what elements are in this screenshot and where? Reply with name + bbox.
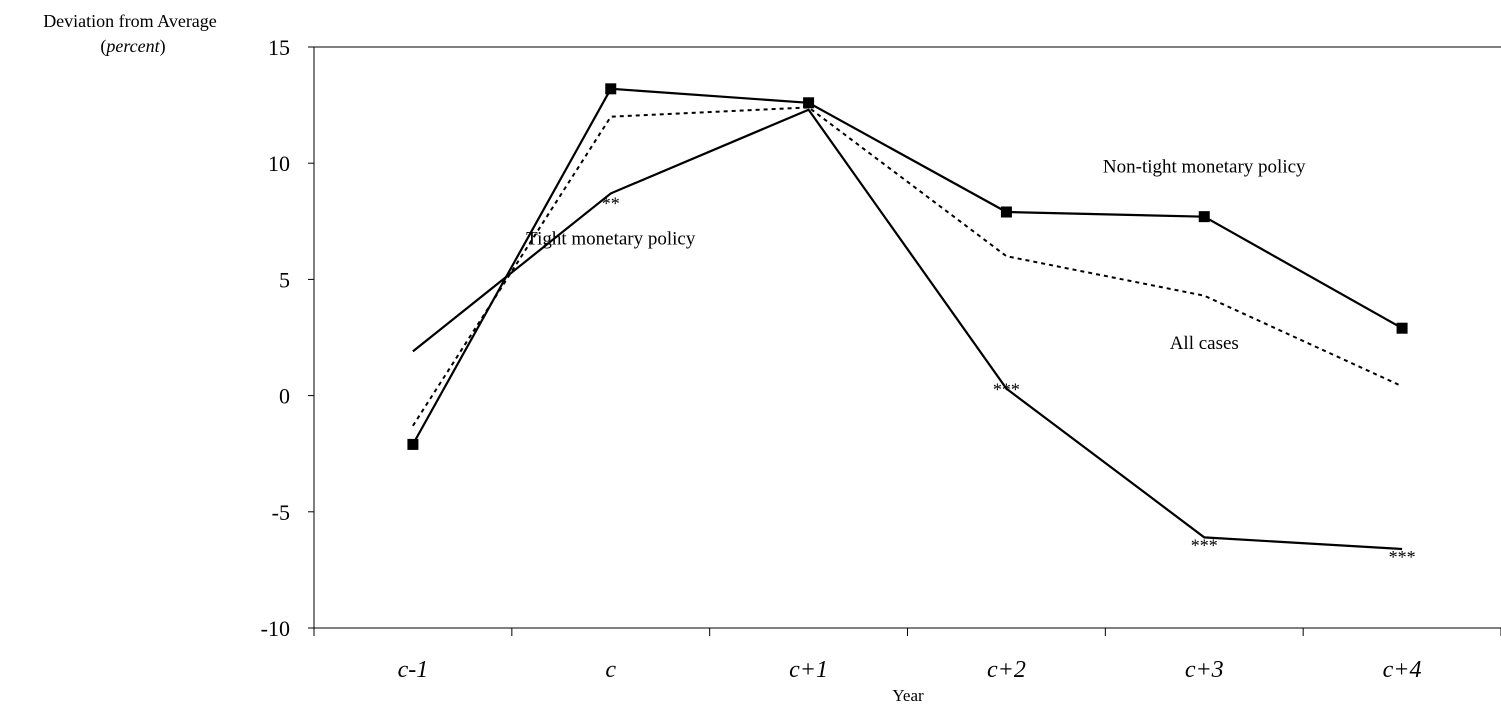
x-axis-label: Year bbox=[892, 686, 924, 705]
significance-marker: *** bbox=[993, 380, 1020, 400]
y-tick-label: -5 bbox=[272, 500, 290, 525]
y-axis-unit: (percent) bbox=[100, 36, 165, 57]
x-tick-label: c bbox=[605, 657, 616, 683]
x-tick-label: c+2 bbox=[987, 657, 1026, 683]
annotations: Non-tight monetary policy Tight monetary … bbox=[526, 156, 1415, 566]
y-tick-label: -10 bbox=[261, 616, 290, 641]
y-ticks: 15 10 5 0 -5 -10 bbox=[261, 35, 314, 641]
y-tick-label: 15 bbox=[268, 35, 290, 60]
y-axis-unit-text: percent bbox=[104, 36, 160, 56]
series-line-3 bbox=[412, 108, 1403, 551]
series-point-marker bbox=[803, 97, 815, 109]
series-annotation: Non-tight monetary policy bbox=[1103, 156, 1306, 177]
y-axis-label: Deviation from Average bbox=[43, 11, 217, 31]
series-line-1 bbox=[411, 87, 1403, 445]
series-line-2 bbox=[412, 106, 1403, 427]
series-annotation: All cases bbox=[1170, 333, 1239, 354]
series bbox=[407, 83, 1408, 551]
series-point-marker bbox=[407, 438, 419, 450]
y-tick-label: 0 bbox=[279, 384, 290, 409]
x-tick-label: c+1 bbox=[789, 657, 828, 683]
significance-marker: *** bbox=[1191, 535, 1218, 555]
y-tick-label: 10 bbox=[268, 151, 290, 176]
significance-marker: *** bbox=[1389, 547, 1416, 567]
axes bbox=[313, 46, 1501, 629]
x-tick-label: c+3 bbox=[1185, 657, 1224, 683]
series-point-marker bbox=[1396, 322, 1408, 334]
x-ticks: c-1 c c+1 c+2 c+3 c+4 bbox=[313, 628, 1501, 683]
series-annotation: Tight monetary policy bbox=[526, 229, 696, 250]
series-point-marker bbox=[605, 83, 617, 95]
series-point-marker bbox=[1000, 206, 1012, 218]
significance-marker: ** bbox=[602, 194, 620, 214]
x-tick-label: c+4 bbox=[1383, 657, 1422, 683]
series-point-marker bbox=[1198, 211, 1210, 223]
y-tick-label: 5 bbox=[279, 267, 290, 292]
x-tick-label: c-1 bbox=[398, 657, 429, 683]
